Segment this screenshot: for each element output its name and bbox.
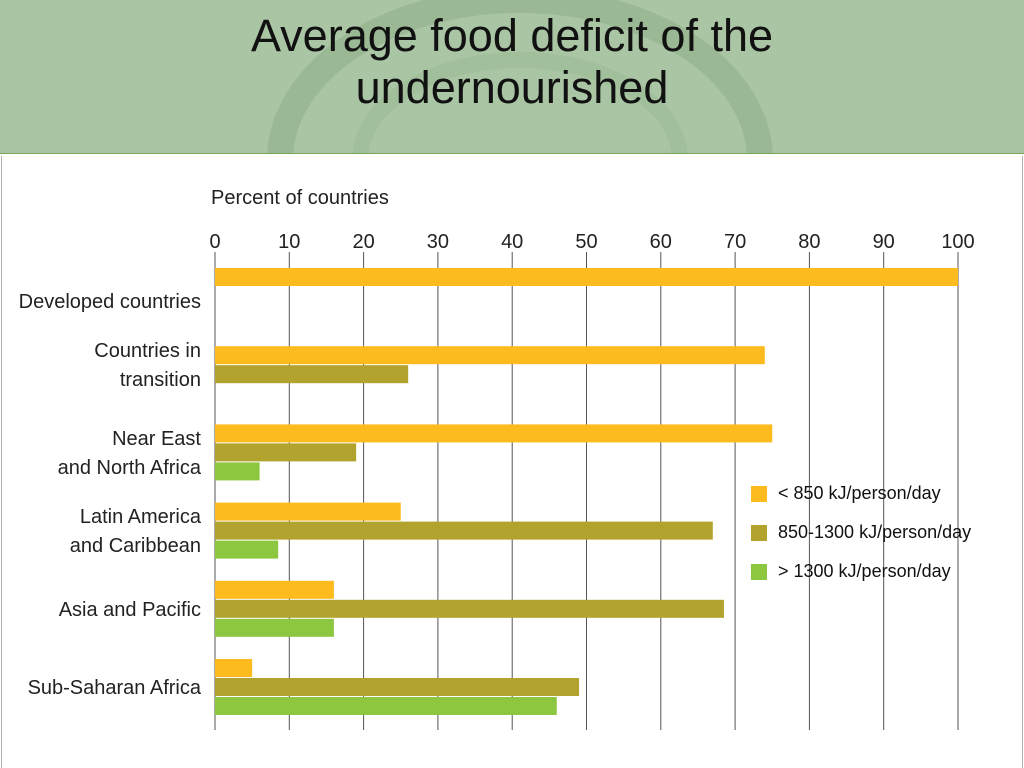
grid-lines <box>214 252 959 730</box>
x-axis-label: Percent of countries <box>211 187 389 209</box>
x-tick-label: 70 <box>724 231 746 253</box>
category-label: and North Africa <box>58 457 202 479</box>
x-tick-label: 30 <box>427 231 449 253</box>
legend-label: > 1300 kJ/person/day <box>778 561 951 581</box>
legend-item: > 1300 kJ/person/day <box>751 552 971 591</box>
legend-item: < 850 kJ/person/day <box>751 474 971 513</box>
category-label: and Caribbean <box>70 535 201 557</box>
x-tick-label: 80 <box>798 231 820 253</box>
legend-label: 850-1300 kJ/person/day <box>778 522 972 542</box>
bar <box>215 365 409 384</box>
category-label: Countries in <box>94 340 201 362</box>
legend-swatch <box>751 563 767 580</box>
category-labels: Developed countries Countries in transitio… <box>19 291 202 699</box>
bar <box>215 618 334 637</box>
bar <box>215 540 279 559</box>
x-tick-label: 100 <box>941 231 974 253</box>
x-tick-label: 10 <box>278 231 300 253</box>
legend-swatch <box>751 485 767 502</box>
bar <box>215 697 557 715</box>
chart-legend: < 850 kJ/person/day 850-1300 kJ/person/d… <box>751 474 971 591</box>
slide-title-line-1: Average food deficit of the <box>250 10 774 61</box>
x-tick-label: 0 <box>209 231 220 253</box>
bar <box>215 678 580 696</box>
bar <box>215 580 334 599</box>
legend-item: 850-1300 kJ/person/day <box>751 513 971 552</box>
category-label: transition <box>120 369 201 391</box>
slide-title-line-2: undernourished <box>355 62 669 113</box>
category-label: Asia and Pacific <box>59 599 201 621</box>
bar <box>215 346 765 365</box>
x-tick-label: 40 <box>501 231 523 253</box>
x-tick-label: 20 <box>352 231 374 253</box>
bar-chart: Percent of countries 0 10 20 30 40 50 60 70 80 90… <box>19 187 975 730</box>
bar <box>215 599 724 618</box>
bar <box>215 502 401 521</box>
chart-frame <box>1 156 1023 768</box>
legend-swatch <box>751 524 767 541</box>
bars <box>215 268 958 715</box>
bar <box>215 659 253 677</box>
category-label: Near East <box>112 428 201 450</box>
category-label: Sub-Saharan Africa <box>28 677 202 699</box>
legend-label: < 850 kJ/person/day <box>778 483 941 503</box>
x-tick-label: 50 <box>575 231 597 253</box>
bar <box>215 521 713 540</box>
header-background-emblem <box>267 0 773 154</box>
slide-header: Average food deficit of the undernourish… <box>0 0 1024 154</box>
category-label: Latin America <box>80 506 202 528</box>
x-tick-label: 90 <box>873 231 895 253</box>
category-label: Developed countries <box>19 291 201 313</box>
bar <box>215 462 260 481</box>
bar <box>215 424 773 443</box>
x-tick-label: 60 <box>650 231 672 253</box>
bar <box>215 443 357 462</box>
header-accent-line <box>0 153 1024 154</box>
slide-title: Average food deficit of the undernourish… <box>0 10 1024 114</box>
x-tick-labels: 0 10 20 30 40 50 60 70 80 90 100 <box>209 231 974 253</box>
bar <box>215 268 958 286</box>
